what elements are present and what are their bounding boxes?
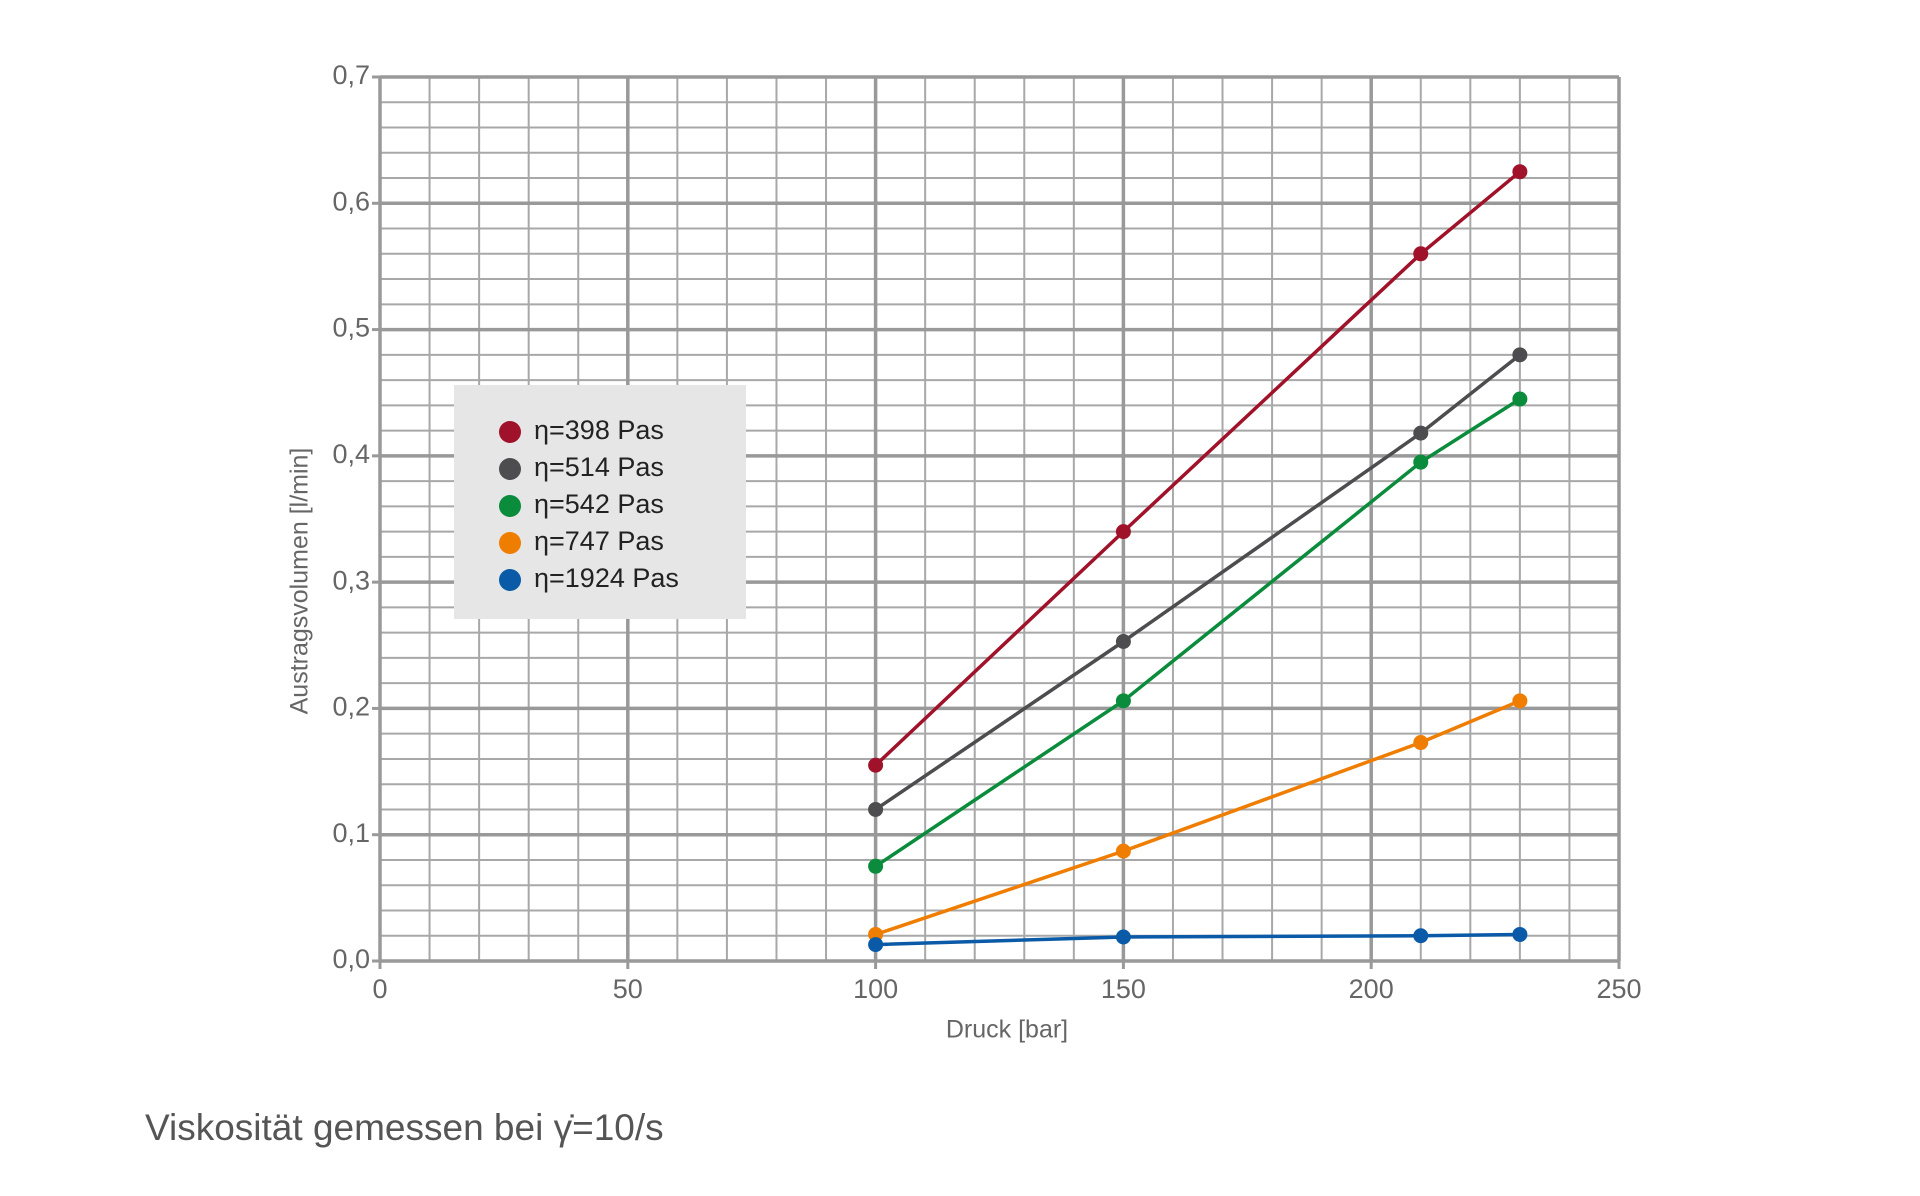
- x-tick-label: 200: [1349, 974, 1394, 1004]
- y-tick-label: 0,7: [332, 60, 370, 90]
- data-point: [1413, 454, 1429, 470]
- x-tick-label: 100: [853, 974, 898, 1004]
- legend-label: η=542 Pas: [534, 489, 664, 519]
- x-tick-label: 150: [1101, 974, 1146, 1004]
- series-line: [875, 699, 1521, 937]
- data-point: [868, 858, 884, 874]
- data-point: [1115, 693, 1131, 709]
- data-point: [1413, 735, 1429, 751]
- x-axis-label: Druck [bar]: [946, 1016, 1068, 1044]
- y-tick-label: 0,5: [332, 313, 370, 343]
- legend-label: η=747 Pas: [534, 526, 664, 556]
- data-point: [868, 801, 884, 817]
- legend-label: η=514 Pas: [534, 452, 664, 482]
- legend-marker: [499, 458, 521, 480]
- data-point: [1512, 391, 1528, 407]
- y-tick-label: 0,1: [332, 818, 370, 848]
- series-line: [874, 397, 1521, 868]
- data-point: [1115, 843, 1131, 859]
- data-point: [1115, 633, 1131, 649]
- data-point: [1413, 425, 1429, 441]
- y-axis-label: Austragsvolumen [l/min]: [286, 448, 314, 715]
- data-point: [1413, 928, 1429, 944]
- data-point: [1512, 693, 1528, 709]
- y-tick-label: 0,0: [332, 944, 370, 974]
- plot: [868, 164, 1528, 953]
- y-tick-label: 0,6: [332, 186, 370, 216]
- data-point: [1115, 524, 1131, 540]
- legend-label: η=1924 Pas: [534, 563, 679, 593]
- legend-label: η=398 Pas: [534, 415, 664, 445]
- data-point: [1413, 246, 1429, 262]
- legend: η=398 Pas η=514 Pas η=542 Pas η=747 Pas η=19…: [499, 415, 679, 593]
- grid: 0 50 100 150 200 250 0,0 0,1 0,2 0,3 0,4 0,5 0,6 0,7: [332, 60, 1641, 1004]
- y-tick-label: 0,3: [332, 565, 370, 595]
- x-tick-label: 250: [1596, 974, 1641, 1004]
- footnote: Viskosität gemessen bei γ̇=10/s: [145, 1107, 664, 1148]
- legend-marker: [499, 495, 521, 517]
- series-line: [875, 932, 1520, 947]
- data-point: [1512, 347, 1528, 363]
- data-point: [1512, 926, 1528, 942]
- legend-marker: [499, 569, 521, 591]
- series-line: [874, 353, 1521, 811]
- data-point: [868, 757, 884, 773]
- legend-marker: [499, 421, 521, 443]
- y-tick-label: 0,4: [332, 439, 370, 469]
- data-point: [1512, 164, 1528, 180]
- legend-marker: [499, 532, 521, 554]
- x-tick-label: 0: [372, 974, 387, 1004]
- series-line: [874, 170, 1521, 767]
- y-tick-label: 0,2: [332, 692, 370, 722]
- data-point: [1115, 929, 1131, 945]
- x-tick-label: 50: [613, 974, 643, 1004]
- data-point: [868, 937, 884, 953]
